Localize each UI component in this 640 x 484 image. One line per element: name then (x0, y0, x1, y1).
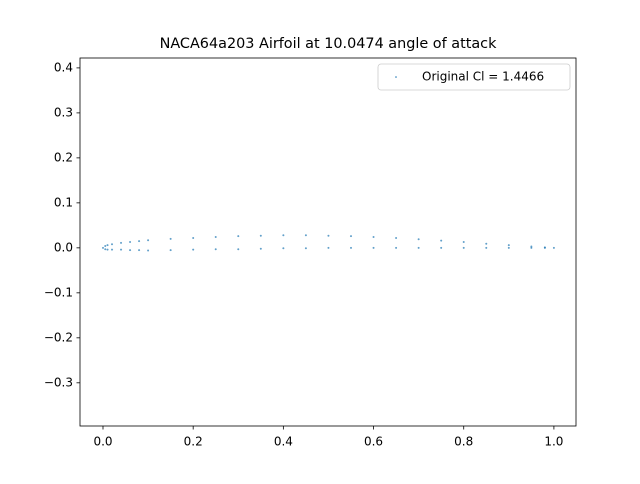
point (282, 247, 285, 250)
point (440, 246, 443, 249)
point (282, 234, 285, 237)
point (417, 246, 420, 249)
point (440, 239, 443, 242)
point (462, 246, 465, 249)
chart-title: NACA64a203 Airfoil at 10.0474 angle of a… (160, 36, 498, 52)
y-tick-label: 0.3 (54, 105, 73, 119)
point (530, 246, 533, 249)
point (395, 246, 398, 249)
point (120, 241, 123, 244)
point (507, 246, 510, 249)
y-tick-label: −0.2 (44, 330, 73, 344)
point (462, 241, 465, 243)
point (106, 248, 109, 251)
point (192, 248, 195, 251)
y-tick-label: 0.0 (54, 240, 73, 254)
point (543, 246, 546, 249)
point (104, 248, 107, 251)
point (138, 249, 141, 252)
point (485, 242, 488, 245)
point (395, 236, 398, 239)
point (304, 234, 307, 237)
point (327, 246, 330, 249)
point (304, 247, 307, 250)
x-tick-label: 0.2 (184, 435, 203, 449)
point (214, 236, 217, 239)
point (129, 241, 132, 243)
point (104, 245, 107, 248)
point (417, 238, 420, 241)
point (507, 244, 510, 247)
x-tick-label: 0.4 (274, 435, 293, 449)
point (552, 246, 555, 249)
point (169, 237, 172, 240)
point (259, 247, 262, 250)
plot-frame (79, 57, 577, 427)
x-tick-label: 1.0 (544, 435, 563, 449)
legend-marker (395, 76, 397, 78)
point (147, 249, 150, 252)
point (349, 246, 352, 249)
point (485, 246, 488, 249)
point (192, 236, 195, 239)
x-tick-label: 0.0 (93, 435, 112, 449)
point (129, 249, 132, 252)
x-tick-label: 0.8 (454, 435, 473, 449)
point (138, 240, 141, 243)
point (214, 248, 217, 251)
point (259, 234, 262, 237)
point (120, 248, 123, 251)
point (372, 236, 375, 239)
point (237, 248, 240, 251)
y-tick-label: 0.4 (54, 60, 73, 74)
y-tick-label: −0.1 (44, 285, 73, 299)
point (147, 239, 150, 242)
point (237, 235, 240, 238)
legend-box (377, 63, 571, 91)
x-tick-label: 0.6 (364, 435, 383, 449)
point (106, 244, 109, 247)
y-tick-label: 0.1 (54, 195, 73, 209)
point (169, 249, 172, 252)
point (111, 248, 114, 251)
point (327, 234, 330, 237)
point (101, 246, 104, 249)
y-tick-label: −0.3 (44, 375, 73, 389)
point (349, 235, 352, 238)
legend-label: Original Cl = 1.4466 (422, 70, 544, 84)
point (372, 246, 375, 249)
y-tick-label: 0.2 (54, 150, 73, 164)
point (111, 243, 114, 246)
